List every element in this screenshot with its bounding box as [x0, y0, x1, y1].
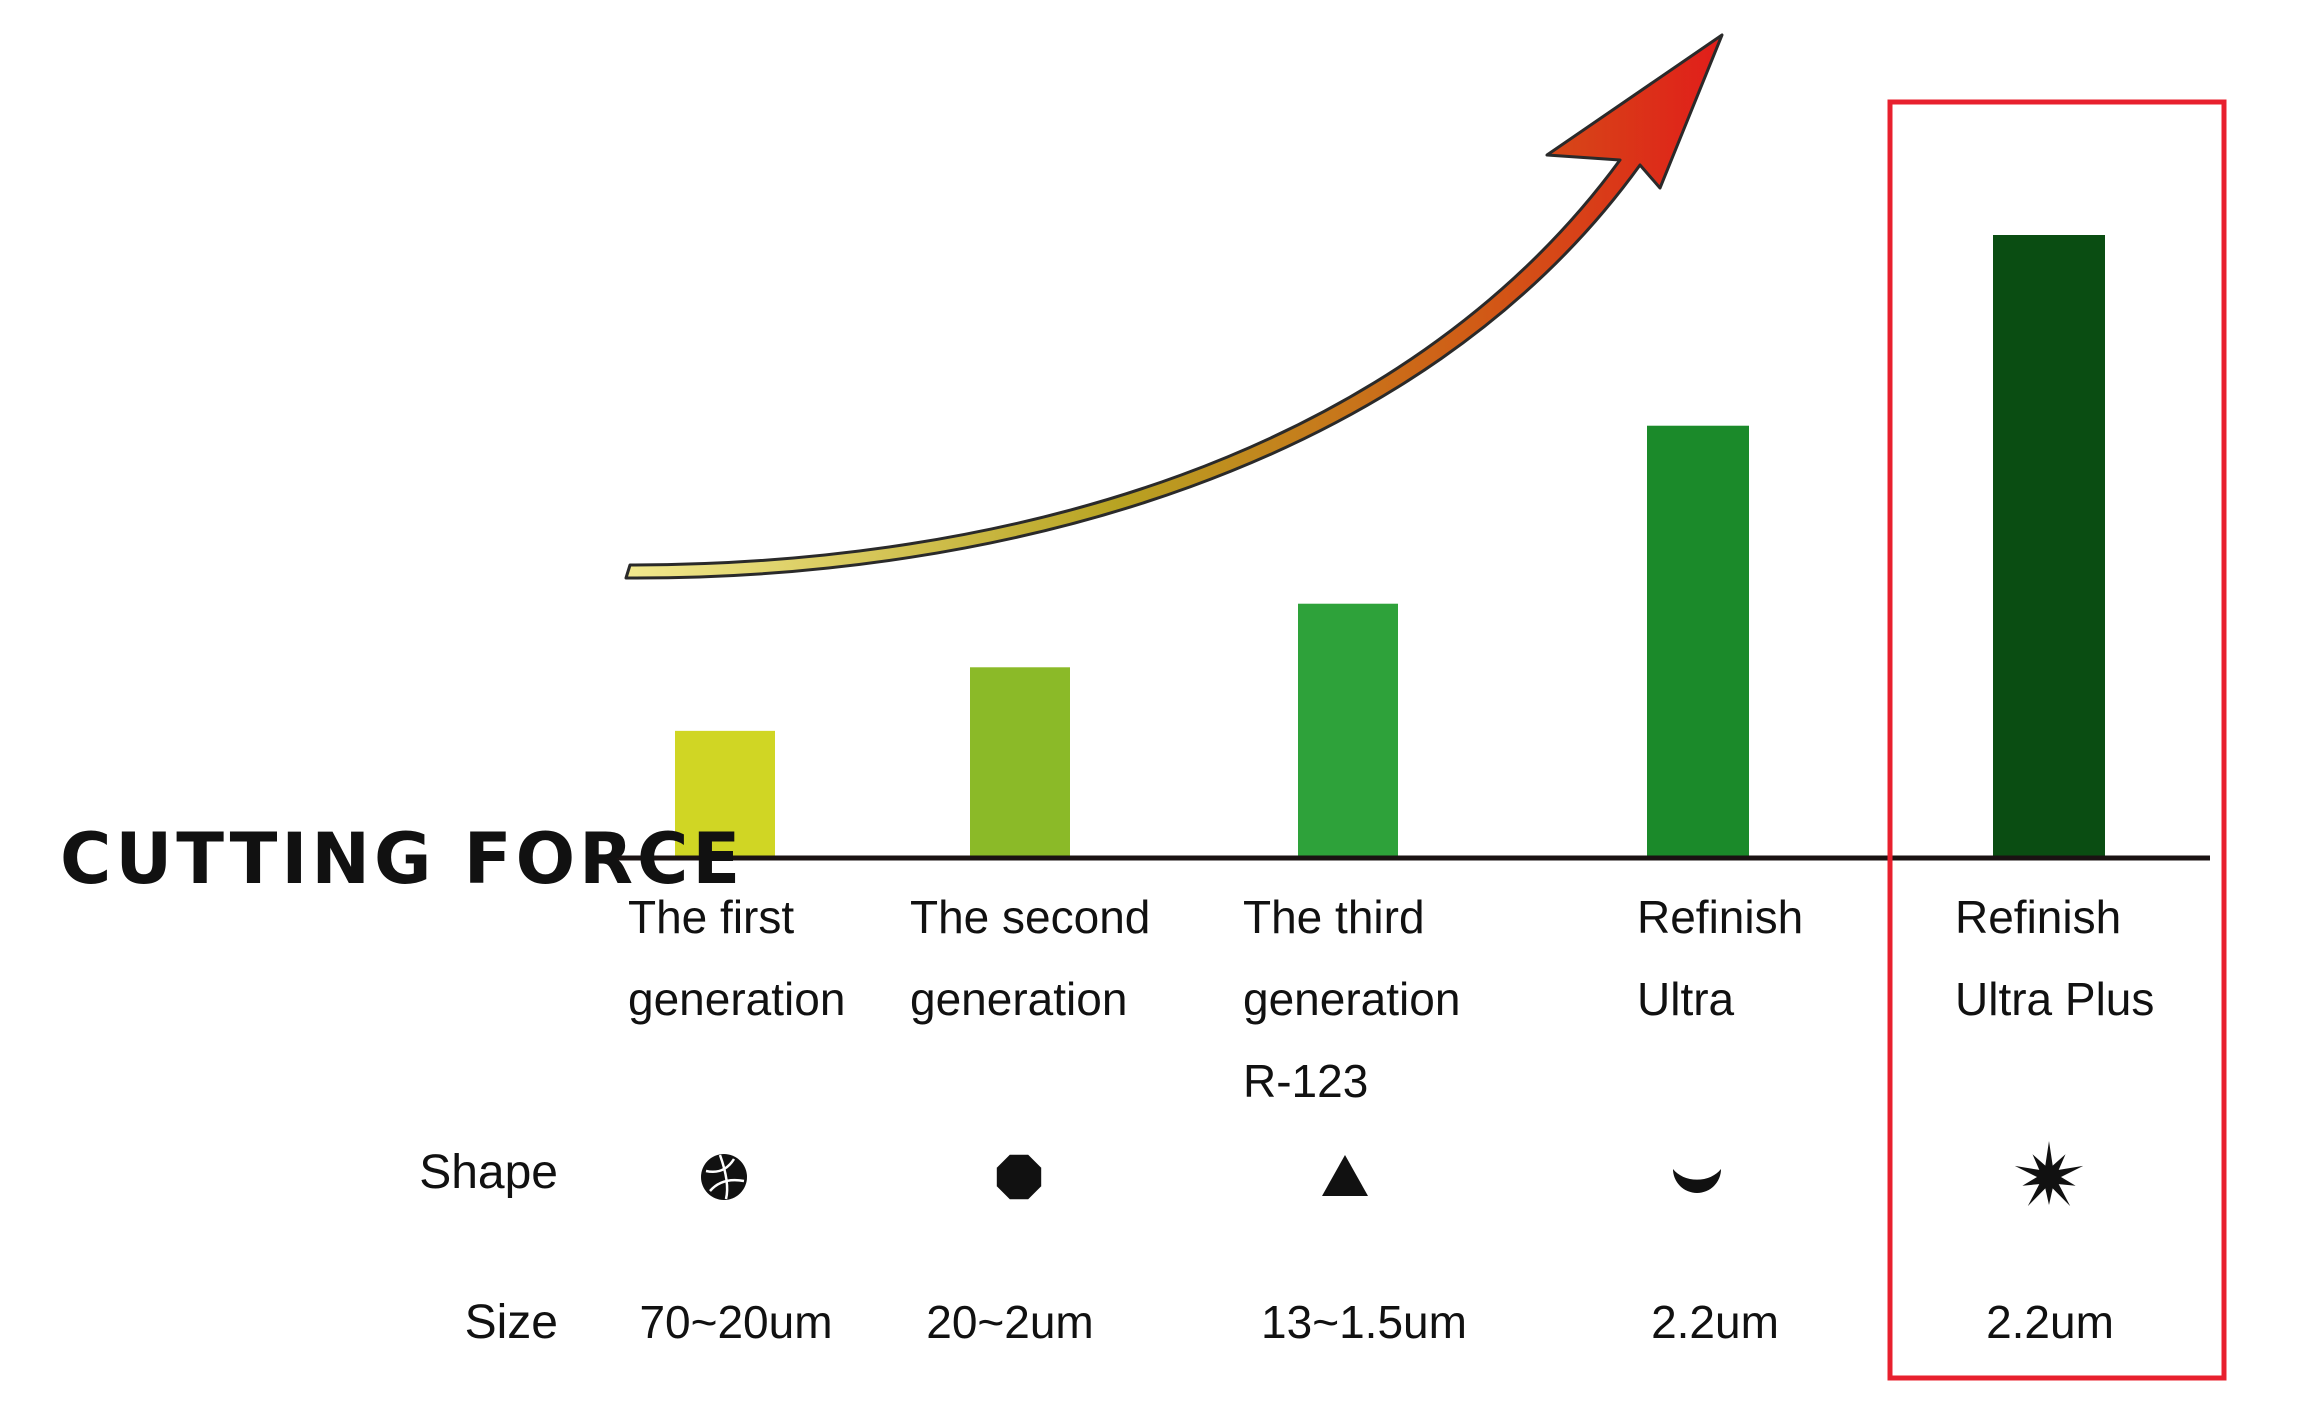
bar-group [675, 235, 2105, 858]
size-value-3: 13~1.5um [1261, 1296, 1467, 1348]
trend-arrow [624, 33, 1724, 580]
starburst-icon [2014, 1141, 2084, 1207]
category-label-4-line-2: Ultra [1637, 973, 1735, 1025]
category-label-5-line-1: Refinish [1955, 891, 2121, 943]
category-label-5-line-2: Ultra Plus [1955, 973, 2154, 1025]
size-value-1: 70~20um [639, 1296, 832, 1348]
triangle-icon [1322, 1155, 1368, 1196]
y-axis-label: CUTTING FORCE [60, 818, 744, 900]
shape-row-label: Shape [419, 1146, 558, 1199]
bar-3 [1298, 603, 1398, 858]
bar-1 [675, 730, 775, 858]
rounded-ball-icon [701, 1154, 747, 1200]
shape-icons [701, 1141, 2084, 1207]
size-value-4: 2.2um [1651, 1296, 1779, 1348]
category-label-2-line-2: generation [910, 973, 1127, 1025]
size-value-2: 20~2um [926, 1296, 1094, 1348]
size-value-5: 2.2um [1986, 1296, 2114, 1348]
category-label-2-line-1: The second [910, 891, 1150, 943]
category-labels: The first generation The second generation T… [628, 891, 2154, 1107]
category-label-4-line-1: Refinish [1637, 891, 1803, 943]
bar-2 [970, 667, 1070, 858]
bar-4 [1647, 425, 1749, 858]
category-label-1-line-2: generation [628, 973, 845, 1025]
category-label-3-line-3: R-123 [1243, 1055, 1368, 1107]
category-label-3-line-1: The third [1243, 891, 1425, 943]
bar-5 [1993, 235, 2105, 858]
size-row-label: Size [465, 1296, 558, 1349]
size-values: 70~20um 20~2um 13~1.5um 2.2um 2.2um [639, 1296, 2113, 1348]
category-label-1-line-1: The first [628, 891, 794, 943]
octagon-icon [996, 1154, 1042, 1200]
crescent-icon [1673, 1169, 1721, 1193]
highlight-box [1887, 99, 2227, 1381]
category-label-3-line-2: generation [1243, 973, 1460, 1025]
